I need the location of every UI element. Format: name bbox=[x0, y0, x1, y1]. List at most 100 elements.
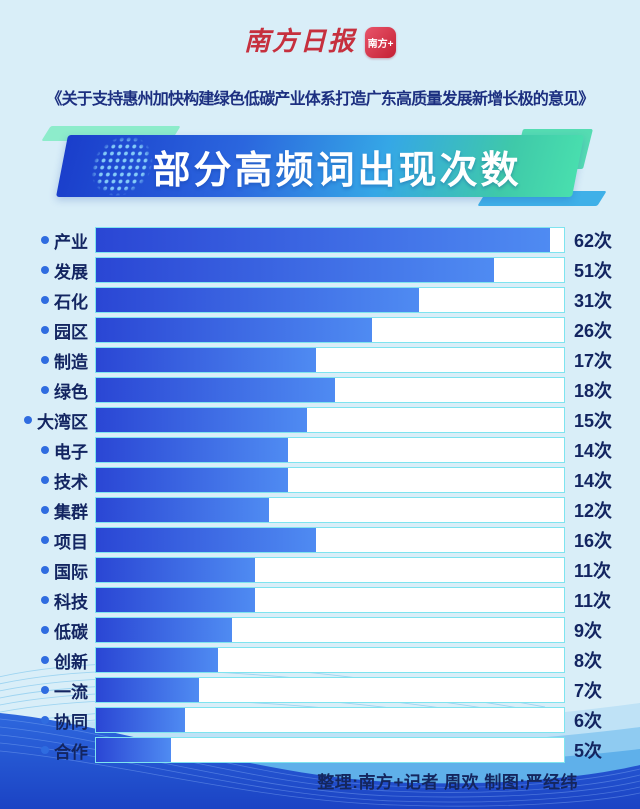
bar-fill bbox=[96, 318, 373, 342]
chart-title: 部分高频词出现次数 bbox=[152, 149, 522, 192]
chart-row: 产业 62次 bbox=[0, 225, 640, 255]
chart-row: 创新 8次 bbox=[0, 645, 640, 675]
value-label: 31次 bbox=[574, 291, 613, 311]
bar-track bbox=[95, 737, 565, 763]
bar-fill bbox=[96, 678, 199, 702]
value-label: 16次 bbox=[574, 531, 613, 551]
bar-track bbox=[95, 557, 565, 583]
wave-swoosh bbox=[0, 713, 640, 809]
bar-fill bbox=[96, 408, 307, 432]
bar-track bbox=[95, 617, 565, 643]
value-label: 8次 bbox=[574, 651, 603, 671]
bar-fill bbox=[96, 528, 316, 552]
bullet-icon bbox=[41, 686, 49, 694]
value-label: 14次 bbox=[574, 441, 613, 461]
bar-track bbox=[95, 407, 565, 433]
bar-fill bbox=[96, 378, 335, 402]
category-label: 集群 bbox=[54, 502, 88, 522]
bar-fill bbox=[96, 618, 232, 642]
category-label: 国际 bbox=[54, 562, 88, 582]
bullet-icon bbox=[41, 266, 49, 274]
category-label-group: 大湾区 bbox=[0, 408, 88, 433]
bullet-icon bbox=[41, 476, 49, 484]
value-label: 11次 bbox=[574, 591, 612, 611]
bullet-icon bbox=[41, 656, 49, 664]
bullet-icon bbox=[41, 326, 49, 334]
bar-track bbox=[95, 527, 565, 553]
bullet-icon bbox=[41, 296, 49, 304]
bullet-icon bbox=[41, 506, 49, 514]
value-label: 62次 bbox=[574, 231, 613, 251]
bullet-icon bbox=[41, 596, 49, 604]
bullet-icon bbox=[41, 626, 49, 634]
category-label-group: 项目 bbox=[0, 528, 88, 553]
bar-track bbox=[95, 377, 565, 403]
value-label: 11次 bbox=[574, 561, 612, 581]
category-label: 低碳 bbox=[54, 622, 88, 642]
chart-row: 发展 51次 bbox=[0, 255, 640, 285]
masthead: 南方日报 南方+ bbox=[0, 0, 640, 62]
category-label: 一流 bbox=[54, 682, 88, 702]
bar-fill bbox=[96, 438, 288, 462]
category-label-group: 产业 bbox=[0, 228, 88, 253]
credit-line: 整理:南方+记者 周欢 制图:严经纬 bbox=[317, 773, 578, 792]
category-label-group: 国际 bbox=[0, 558, 88, 583]
category-label: 项目 bbox=[54, 532, 88, 552]
value-label: 5次 bbox=[574, 741, 603, 761]
bar-fill bbox=[96, 738, 171, 762]
category-label: 创新 bbox=[54, 652, 88, 672]
bar-fill bbox=[96, 648, 218, 672]
bar-track bbox=[95, 497, 565, 523]
chart-row: 石化 31次 bbox=[0, 285, 640, 315]
bullet-icon bbox=[41, 356, 49, 364]
chart-row: 项目 16次 bbox=[0, 525, 640, 555]
bar-track bbox=[95, 587, 565, 613]
value-label: 17次 bbox=[574, 351, 613, 371]
chart-row: 大湾区 15次 bbox=[0, 405, 640, 435]
category-label-group: 低碳 bbox=[0, 618, 88, 643]
bullet-icon bbox=[41, 536, 49, 544]
value-label: 18次 bbox=[574, 381, 613, 401]
category-label-group: 合作 bbox=[0, 738, 88, 763]
bullet-icon bbox=[41, 446, 49, 454]
category-label: 发展 bbox=[54, 262, 88, 282]
chart-row: 绿色 18次 bbox=[0, 375, 640, 405]
value-label: 7次 bbox=[574, 681, 603, 701]
bar-fill bbox=[96, 558, 256, 582]
category-label-group: 技术 bbox=[0, 468, 88, 493]
nanfang-plus-badge-icon: 南方+ bbox=[365, 26, 396, 58]
category-label-group: 发展 bbox=[0, 258, 88, 283]
bar-fill bbox=[96, 288, 419, 312]
value-label: 9次 bbox=[574, 621, 603, 641]
category-label: 绿色 bbox=[54, 382, 88, 402]
bar-fill bbox=[96, 258, 494, 282]
category-label: 技术 bbox=[54, 472, 88, 492]
value-label: 6次 bbox=[574, 711, 603, 731]
bar-track bbox=[95, 317, 565, 343]
category-label: 产业 bbox=[54, 232, 88, 252]
bar-track bbox=[95, 647, 565, 673]
newspaper-logo: 南方日报 bbox=[243, 27, 356, 57]
chart-row: 技术 14次 bbox=[0, 465, 640, 495]
chart-row: 科技 11次 bbox=[0, 585, 640, 615]
value-label: 51次 bbox=[574, 261, 613, 281]
category-label: 合作 bbox=[54, 742, 88, 762]
category-label-group: 石化 bbox=[0, 288, 88, 313]
bar-track bbox=[95, 227, 565, 253]
category-label-group: 园区 bbox=[0, 318, 88, 343]
category-label-group: 制造 bbox=[0, 348, 88, 373]
category-label: 科技 bbox=[54, 592, 88, 612]
category-label-group: 绿色 bbox=[0, 378, 88, 403]
chart-row: 电子 14次 bbox=[0, 435, 640, 465]
bullet-icon bbox=[24, 416, 32, 424]
category-label: 电子 bbox=[54, 442, 88, 462]
bar-fill bbox=[96, 588, 256, 612]
bullet-icon bbox=[41, 236, 49, 244]
bar-track bbox=[95, 287, 565, 313]
value-label: 26次 bbox=[574, 321, 613, 341]
category-label: 园区 bbox=[54, 322, 88, 342]
bar-track bbox=[95, 347, 565, 373]
chart-row: 集群 12次 bbox=[0, 495, 640, 525]
bar-fill bbox=[96, 468, 288, 492]
chart-row: 合作 5次 bbox=[0, 735, 640, 765]
